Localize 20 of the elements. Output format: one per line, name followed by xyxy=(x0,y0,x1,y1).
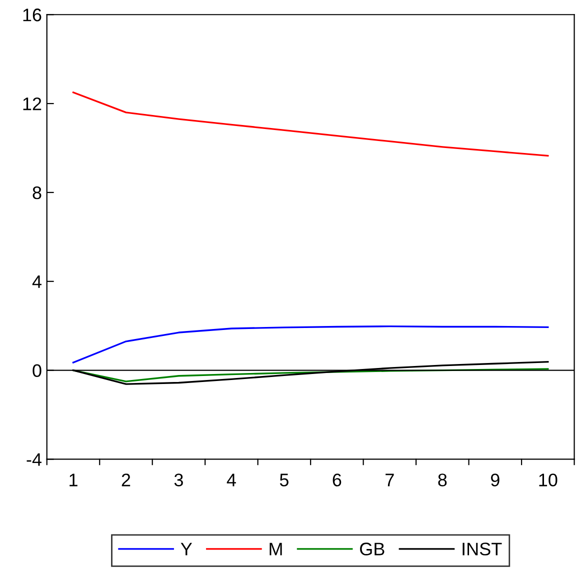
y-tick-label: -4 xyxy=(26,453,42,466)
y-tick-label: 4 xyxy=(32,276,42,288)
x-tick-label: 1 xyxy=(70,474,78,486)
x-tick-label: 5 xyxy=(280,474,288,486)
x-tick-label: 2 xyxy=(122,474,130,486)
y-tick-label: 0 xyxy=(32,364,42,378)
x-tick-label: 10 xyxy=(539,474,558,486)
x-tick-label: 3 xyxy=(174,474,183,486)
x-tick-label: 7 xyxy=(386,474,394,486)
y-tick-label: 8 xyxy=(32,186,42,200)
legend-label: INST xyxy=(462,542,502,556)
x-tick-label: 9 xyxy=(490,474,500,486)
legend-label: Y xyxy=(180,542,192,556)
x-tick-label: 6 xyxy=(332,474,342,486)
legend-label: M xyxy=(270,542,282,556)
legend-label: GB xyxy=(360,542,384,556)
y-tick-label: 16 xyxy=(23,8,42,22)
x-tick-label: 4 xyxy=(226,474,236,486)
x-tick-label: 8 xyxy=(438,474,447,486)
y-tick-label: 12 xyxy=(23,97,42,110)
